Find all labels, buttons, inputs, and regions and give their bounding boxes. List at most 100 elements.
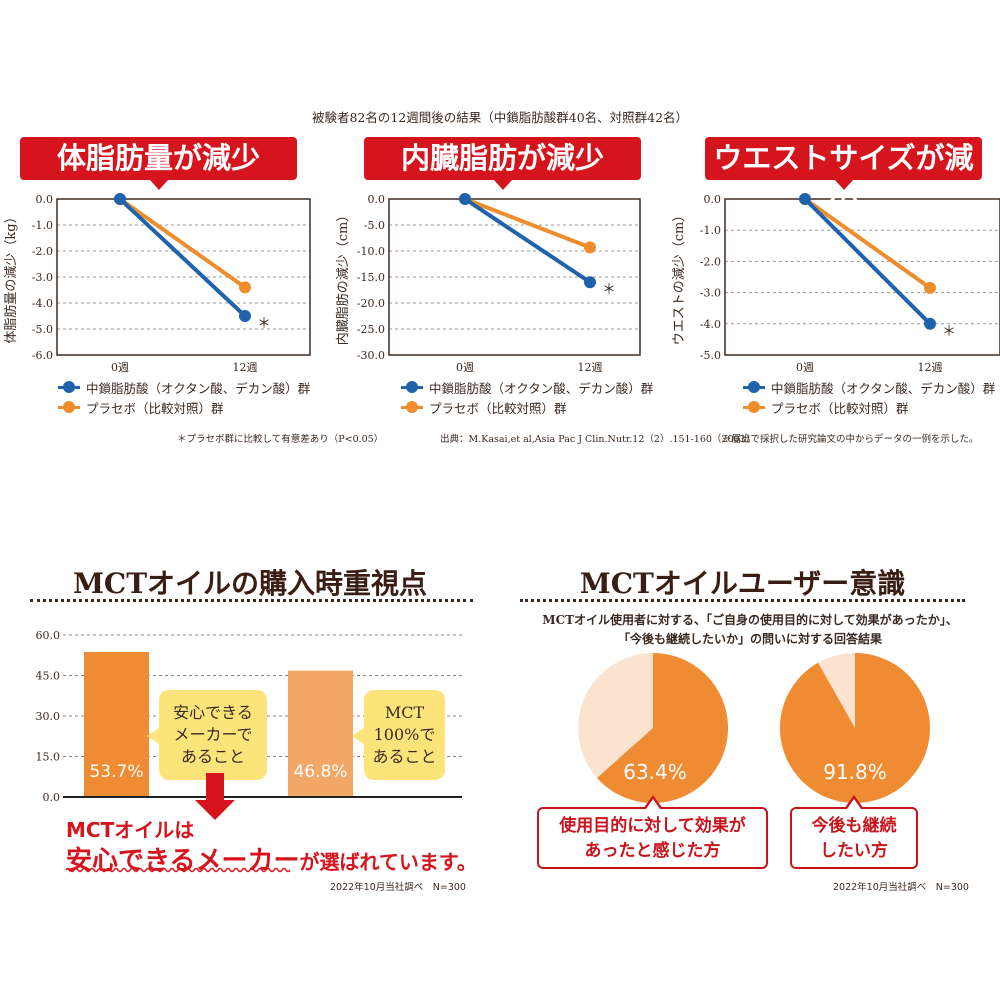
mct-line [803, 197, 932, 326]
y-tick-label: 15.0 [36, 751, 61, 764]
footnote-significance: ＊プラセボ群に比較して有意差あり（P<0.05） [177, 434, 384, 445]
mct-line [118, 197, 247, 318]
y-tick-label: -3.0 [32, 271, 53, 284]
mct-point [114, 193, 126, 205]
description-line: 「今後も継続したいか」の問いに対する回答結果 [617, 632, 882, 646]
legend-placebo: プラセボ（比較対照）群 [429, 400, 567, 416]
legend-marker-blue [743, 381, 765, 393]
plot-frame [56, 198, 311, 356]
placebo-line [464, 197, 591, 250]
significance-mark: ＊ [602, 282, 616, 298]
pie-slice [780, 653, 931, 803]
mct-point [799, 193, 811, 205]
mct-point [924, 317, 936, 330]
y-tick-label: -2.0 [32, 245, 53, 258]
placebo-point [239, 281, 251, 294]
legend-marker-orange [743, 401, 765, 413]
pie2-callout: 今後も継続 したい方 [790, 795, 918, 869]
plot-frame [388, 198, 641, 356]
y-tick-label: -5.0 [364, 219, 385, 232]
y-tick-label: 0.0 [368, 193, 386, 206]
y-tick-label: 0.0 [36, 193, 54, 206]
y-tick-label: -5.0 [32, 323, 53, 336]
x-tick-label: 12週 [578, 361, 603, 374]
mct-line [463, 197, 592, 284]
pie-description: MCTオイル使用者に対する、「ご自身の使用目的に対して効果があったか」、 「今後… [505, 611, 995, 649]
pie-chart-title: MCTオイルユーザー意識 [579, 567, 906, 600]
pie2-value: 91.8% [823, 760, 887, 784]
y-tick-label: -30.0 [357, 349, 385, 362]
divider [30, 599, 473, 602]
plot-frame [724, 198, 1000, 356]
y-tick-label: -6.0 [32, 349, 53, 362]
description-line: MCTオイル使用者に対する、「ご自身の使用目的に対して効果があったか」、 [542, 613, 958, 627]
legend-placebo: プラセボ（比較対照）群 [771, 400, 909, 416]
callout-line: 使用目的に対して効果が [559, 816, 746, 836]
bar1-callout: 安心できる メーカーで あること [147, 690, 267, 780]
survey-note-right: 2022年10月当社調べ N=300 [833, 882, 969, 893]
study-subtitle: 被験者82名の12週間後の結果（中鎖脂肪酸群40名、対照群42名） [311, 110, 689, 125]
legend-marker-blue [401, 381, 423, 393]
down-arrow-head [195, 800, 235, 820]
legend-marker-orange [58, 401, 80, 413]
y-axis-label: 体脂肪量の減少（kg） [3, 210, 19, 343]
down-arrow-icon [206, 773, 224, 801]
y-tick-label: 0.0 [704, 193, 722, 206]
survey-note-left: 2022年10月当社調べ N=300 [330, 882, 466, 893]
x-tick-label: 0週 [111, 361, 129, 374]
callout-line: あったと感じた方 [584, 841, 721, 861]
callout-line: MCT [384, 703, 425, 722]
x-tick-label: 12週 [233, 361, 258, 374]
pie1-callout: 使用目的に対して効果が あったと感じた方 [537, 795, 768, 869]
chart2-title: 内臓脂肪が減少 [364, 137, 641, 190]
bar [84, 652, 149, 797]
divider [520, 599, 965, 602]
y-tick-label: 0.0 [43, 791, 61, 804]
callout-line: あること [372, 747, 437, 766]
y-axis-label: ウエストの減少（cm） [671, 209, 687, 346]
placebo-line [118, 197, 247, 290]
callout-line: 安心できる [173, 703, 253, 722]
mct-point [239, 310, 251, 322]
legend-marker-orange [401, 401, 423, 413]
significance-mark: ＊ [257, 316, 271, 332]
y-tick-label: 30.0 [36, 710, 61, 723]
x-tick-label: 0週 [456, 361, 474, 374]
placebo-point [924, 281, 936, 294]
footnote-source: 出典：M.Kasai,et al,Asia Pac J Clin.Nutr.12… [440, 434, 756, 445]
legend-mct: 中鎖脂肪酸（オクタン酸、デカン酸）群 [86, 380, 311, 396]
legend-2: 中鎖脂肪酸（オクタン酸、デカン酸）群 プラセボ（比較対照）群 [401, 377, 653, 417]
bar-chart-title: MCTオイルの購入時重視点 [72, 567, 428, 600]
y-tick-label: -3.0 [700, 287, 721, 300]
bar [288, 670, 353, 797]
y-tick-label: -20.0 [357, 297, 385, 310]
pie1-value: 63.4% [623, 760, 687, 784]
x-tick-label: 0週 [796, 361, 814, 374]
y-tick-label: -25.0 [357, 323, 385, 336]
chart3-title: ウエストサイズが減少 [705, 137, 982, 218]
callout-line: したい方 [820, 841, 888, 861]
conclusion-highlight: 安心できるメーカー [66, 846, 300, 876]
y-tick-label: -2.0 [700, 255, 721, 268]
callout-line: あること [180, 747, 245, 766]
significance-mark: ＊ [942, 324, 956, 340]
bar1-value: 53.7% [89, 762, 144, 782]
y-tick-label: -1.0 [700, 224, 721, 237]
legend-placebo: プラセボ（比較対照）群 [86, 400, 224, 416]
bar2-callout: MCT 100%で あること [352, 690, 445, 780]
legend-marker-blue [58, 381, 80, 393]
legend-3: 中鎖脂肪酸（オクタン酸、デカン酸）群 プラセボ（比較対照）群 [743, 377, 995, 417]
conclusion-rest: が選ばれています。 [299, 850, 477, 874]
y-tick-label: -4.0 [700, 318, 721, 331]
y-tick-label: -15.0 [357, 271, 385, 284]
footnote-disclaimer: ※届出で採択した研究論文の中からデータの一例を示した。 [722, 434, 979, 445]
legend-1: 中鎖脂肪酸（オクタン酸、デカン酸）群 プラセボ（比較対照）群 [58, 377, 310, 417]
chart1-title: 体脂肪量が減少 [20, 137, 297, 190]
mct-point [584, 276, 596, 289]
legend-mct: 中鎖脂肪酸（オクタン酸、デカン酸）群 [771, 380, 996, 396]
wavy-underline [65, 867, 291, 873]
mct-point [459, 193, 471, 205]
y-tick-label: -4.0 [32, 297, 53, 310]
conclusion-line2: 安心できるメーカーが選ばれています。 [66, 840, 477, 877]
